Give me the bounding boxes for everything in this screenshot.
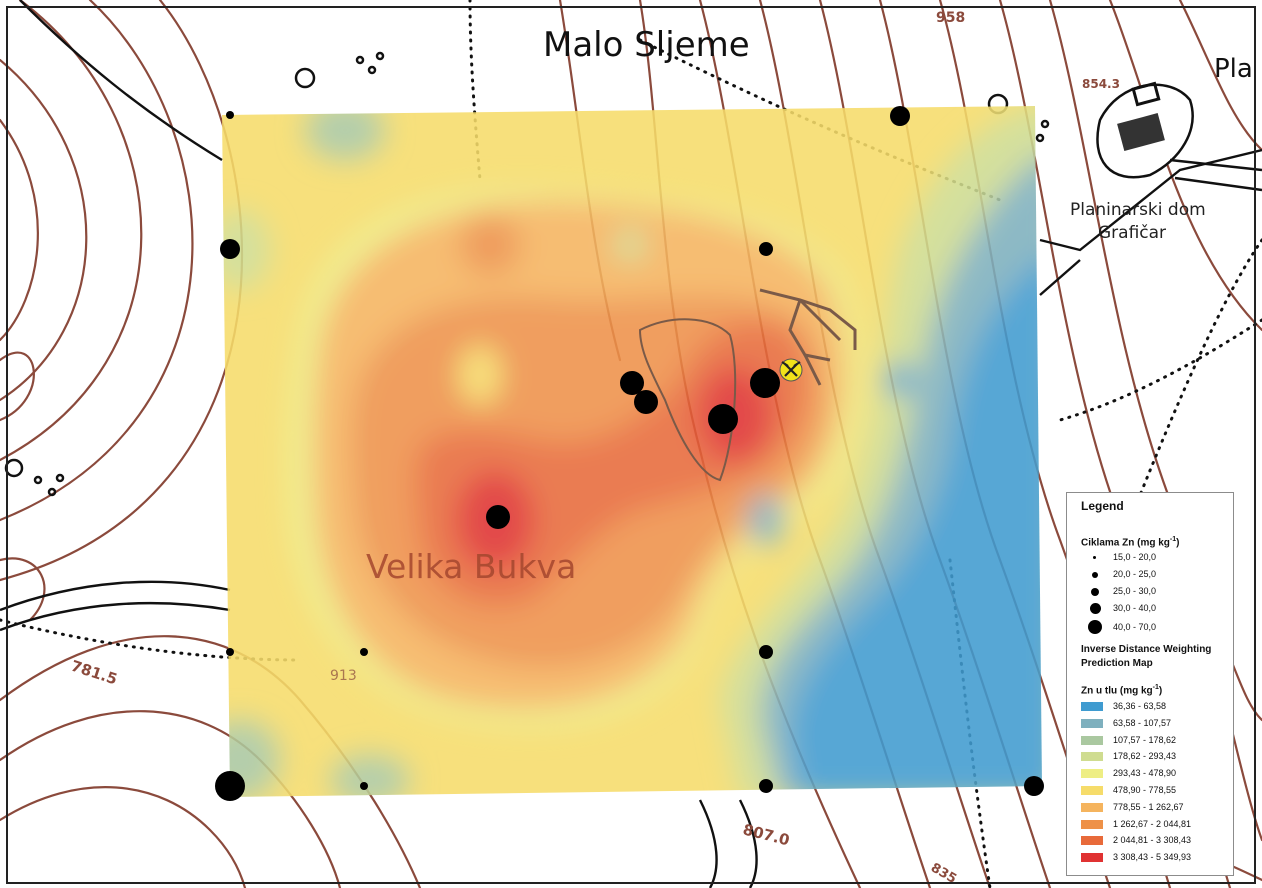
sample-point — [226, 648, 234, 656]
label-pla: Pla — [1214, 54, 1253, 84]
label-malo-sljeme: Malo Sljeme — [543, 25, 750, 65]
idw-title-line2: Prediction Map — [1081, 658, 1153, 669]
surface-class-label: 63,58 - 107,57 — [1113, 717, 1172, 728]
sample-point — [759, 242, 773, 256]
map-frame — [6, 6, 1256, 884]
surface-class-swatch — [1081, 853, 1103, 863]
label-elev-913: 913 — [330, 668, 357, 684]
surface-class-label: 3 308,43 - 5 349,93 — [1113, 852, 1192, 863]
points-legend-title: Ciklama Zn (mg kg-1) — [1081, 536, 1180, 549]
surface-class-label: 178,62 - 293,43 — [1113, 751, 1177, 762]
sample-point — [708, 404, 738, 434]
sample-point — [1024, 776, 1044, 796]
label-velika-bukva: Velika Bukva — [366, 547, 576, 586]
surface-class-swatch — [1081, 769, 1103, 779]
surface-class-label: 293,43 - 478,90 — [1113, 768, 1177, 779]
surface-class-swatch — [1081, 786, 1103, 795]
sample-point — [226, 111, 234, 119]
label-hut-line1: Planinarski dom — [1070, 200, 1206, 220]
label-elev-854: 854.3 — [1082, 77, 1120, 91]
surface-class-label: 36,36 - 63,58 — [1113, 701, 1167, 711]
surface-class-swatch — [1081, 718, 1103, 728]
surface-class-swatch — [1081, 836, 1103, 846]
surface-class-swatch — [1081, 819, 1103, 829]
surface-class-swatch — [1081, 735, 1103, 745]
sample-point — [890, 106, 910, 126]
surface-class-swatch — [1081, 752, 1103, 762]
mine-hammers-icon — [779, 358, 803, 382]
sample-point — [759, 779, 773, 793]
sample-point — [360, 648, 368, 656]
surface-class-label: 2 044,81 - 3 308,43 — [1113, 835, 1192, 846]
idw-surface — [222, 106, 1042, 797]
mine-workings — [638, 288, 857, 482]
label-elev-958: 958 — [936, 10, 965, 26]
surface-class-label: 478,90 - 778,55 — [1113, 785, 1177, 795]
sample-point — [215, 771, 245, 801]
surface-class-label: 778,55 - 1 262,67 — [1113, 801, 1184, 812]
legend-title: Legend — [1081, 499, 1124, 513]
sample-point — [220, 239, 240, 259]
sample-points — [215, 106, 1044, 801]
hut-icon — [1096, 81, 1262, 192]
label-hut-line2: Grafičar — [1098, 223, 1166, 243]
sample-point — [634, 390, 658, 414]
legend-panel: Legend Ciklama Zn (mg kg-1) 15,0 - 20,0 … — [1066, 492, 1234, 876]
surface-class-swatch — [1081, 802, 1103, 812]
idw-title-line1: Inverse Distance Weighting — [1081, 644, 1212, 655]
sample-point — [750, 368, 780, 398]
sample-point — [620, 371, 644, 395]
surface-class-swatch — [1081, 702, 1103, 711]
surface-class-label: 1 262,67 - 2 044,81 — [1113, 818, 1192, 829]
sample-point — [360, 782, 368, 790]
sample-point — [486, 505, 510, 529]
sample-point — [759, 645, 773, 659]
surface-legend-title: Zn u tlu (mg kg-1) — [1081, 684, 1163, 697]
surface-class-label: 107,57 - 178,62 — [1113, 734, 1177, 745]
